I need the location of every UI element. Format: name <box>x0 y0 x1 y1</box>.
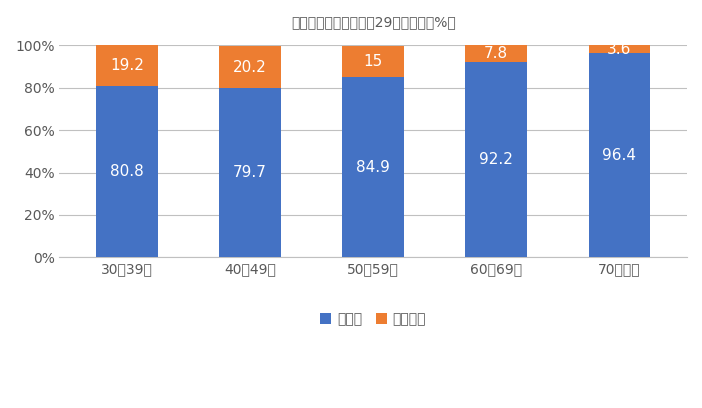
Bar <box>343 78 404 257</box>
Text: 19.2: 19.2 <box>110 58 144 73</box>
Text: 84.9: 84.9 <box>356 160 390 175</box>
Bar <box>96 45 158 86</box>
Text: 20.2: 20.2 <box>233 60 267 75</box>
Text: 79.7: 79.7 <box>233 165 267 180</box>
Bar <box>588 45 650 53</box>
Bar <box>96 86 158 257</box>
Title: 朝食の摂取状況（平成29年度　単位%）: 朝食の摂取状況（平成29年度 単位%） <box>291 15 456 29</box>
Bar <box>465 45 527 62</box>
Bar <box>219 46 281 89</box>
Text: 15: 15 <box>364 54 383 69</box>
Bar <box>343 46 404 78</box>
Bar <box>465 62 527 257</box>
Bar <box>219 89 281 257</box>
Text: 92.2: 92.2 <box>479 152 513 167</box>
Bar <box>588 53 650 257</box>
Text: 96.4: 96.4 <box>602 148 636 163</box>
Text: 3.6: 3.6 <box>607 42 632 57</box>
Text: 80.8: 80.8 <box>110 164 144 179</box>
Text: 7.8: 7.8 <box>484 46 508 61</box>
Legend: 食べる, 食べない: 食べる, 食べない <box>314 307 432 332</box>
